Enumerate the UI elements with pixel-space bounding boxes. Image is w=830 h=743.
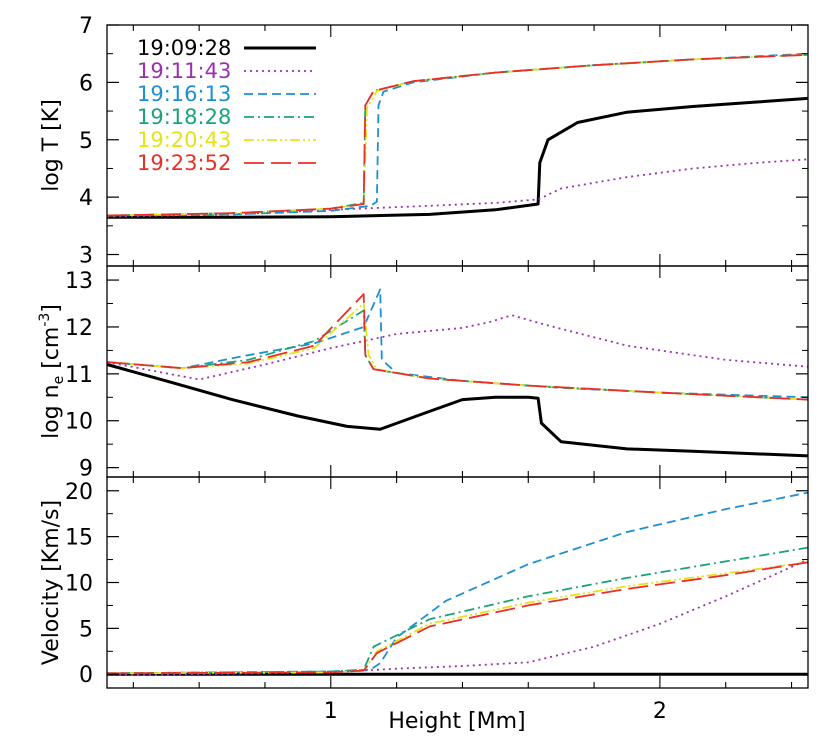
y-tick-label: 4 bbox=[79, 186, 93, 211]
legend-label: 19:23:52 bbox=[137, 151, 231, 175]
y-axis-label: log T [K] bbox=[39, 99, 64, 192]
y-tick-label: 9 bbox=[79, 457, 93, 482]
series-line-5 bbox=[106, 561, 809, 675]
series-line-4 bbox=[106, 546, 809, 675]
y-tick-label: 6 bbox=[79, 71, 93, 96]
legend: 19:09:2819:11:4319:16:1319:18:2819:20:43… bbox=[137, 36, 316, 175]
y-tick-label: 3 bbox=[79, 244, 93, 269]
y-tick-label: 15 bbox=[65, 526, 93, 551]
y-tick-label: 20 bbox=[65, 480, 93, 505]
series-line-5 bbox=[106, 302, 809, 401]
series-line-3 bbox=[106, 491, 809, 675]
legend-label: 19:20:43 bbox=[137, 128, 231, 152]
legend-label: 19:16:13 bbox=[137, 82, 231, 106]
series-line-4 bbox=[106, 309, 809, 401]
series-line-2 bbox=[106, 558, 809, 677]
x-tick-label: 1 bbox=[324, 699, 338, 724]
y-tick-label: 7 bbox=[79, 14, 93, 39]
series-line-2 bbox=[106, 158, 809, 218]
legend-label: 19:11:43 bbox=[137, 59, 231, 83]
series-line-6 bbox=[106, 293, 809, 401]
series-line-1 bbox=[107, 96, 809, 219]
panel-2: 9 10 11 12 13 log ne [cm-3] bbox=[37, 265, 809, 482]
series-line-6 bbox=[106, 53, 809, 217]
series-line-1 bbox=[106, 363, 809, 458]
x-tick-label: 2 bbox=[653, 699, 667, 724]
y-tick-label: 5 bbox=[79, 617, 93, 642]
series-line-6 bbox=[106, 561, 809, 675]
legend-label: 19:09:28 bbox=[137, 36, 231, 60]
plot-frame bbox=[106, 265, 809, 478]
y-tick-label: 5 bbox=[79, 129, 93, 154]
y-tick-label: 11 bbox=[65, 363, 93, 388]
y-tick-label: 13 bbox=[65, 269, 93, 294]
legend-label: 19:18:28 bbox=[137, 105, 231, 129]
y-tick-label: 0 bbox=[79, 663, 93, 688]
x-axis-label: Height [Mm] bbox=[388, 709, 525, 734]
plot-frame bbox=[106, 476, 809, 689]
series-line-2 bbox=[106, 314, 809, 381]
y-axis-label: Velocity [Km/s] bbox=[39, 500, 64, 665]
y-tick-label: 10 bbox=[65, 572, 93, 597]
y-tick-label: 12 bbox=[65, 316, 93, 341]
y-axis-label: log ne [cm-3] bbox=[37, 304, 67, 439]
y-tick-label: 10 bbox=[65, 410, 93, 435]
